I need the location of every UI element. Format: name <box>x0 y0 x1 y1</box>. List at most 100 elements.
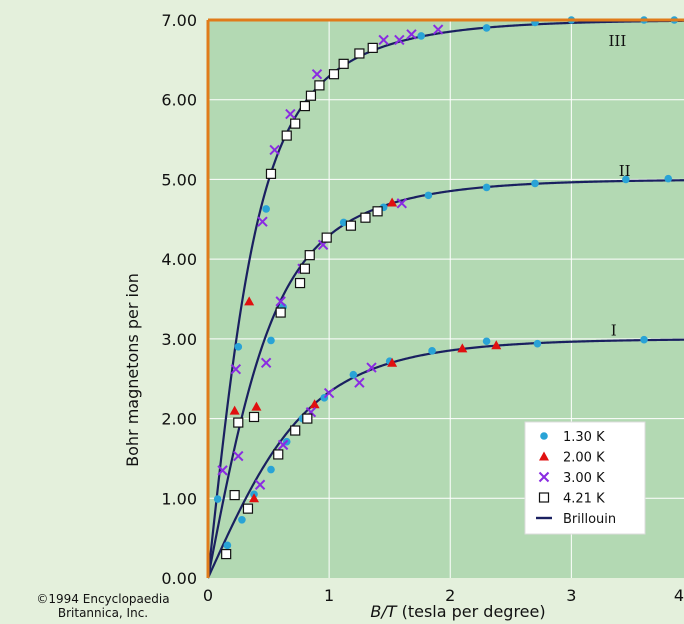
y-tick-1: 1.00 <box>161 489 197 508</box>
point-1-30-k-16 <box>267 336 275 345</box>
point-4-21-k-16 <box>265 168 277 179</box>
copyright: ©1994 Encyclopaedia Britannica, Inc. <box>8 592 198 620</box>
point-3-00-k-14 <box>396 198 407 209</box>
point-4-21-k-9 <box>294 277 306 289</box>
point-3-00-k-16-stroke-b <box>285 108 296 120</box>
point-3-00-k-7-stroke-b <box>323 387 335 399</box>
point-3-00-k-14-stroke-b <box>396 198 407 209</box>
point-4-21-k-19 <box>299 100 310 112</box>
point-3-00-k-2-stroke-b <box>257 216 268 227</box>
point-2-00-k-4 <box>309 399 320 409</box>
point-3-00-k-18-stroke-b <box>378 34 389 46</box>
point-4-21-k-5 <box>273 449 284 460</box>
point-4-21-k-8 <box>275 307 286 318</box>
copyright-line2: Britannica, Inc. <box>57 606 149 620</box>
point-1-30-k-2 <box>262 205 270 213</box>
point-1-30-k-4 <box>238 516 246 524</box>
point-4-21-k-14 <box>360 212 371 223</box>
x-axis-label-italic: B/T <box>370 602 397 621</box>
y-tick-5: 5.00 <box>161 170 197 189</box>
curve-label-III: III <box>608 32 626 50</box>
point-3-00-k-1-stroke-b <box>230 363 242 375</box>
plot-frame <box>206 18 684 578</box>
copyright-line1: ©1994 Encyclopaedia <box>36 592 170 606</box>
point-3-00-k-19-stroke-b <box>394 34 405 46</box>
legend-marker-2-stroke-b <box>538 471 550 483</box>
point-3-00-k-3-stroke-b <box>233 450 244 462</box>
point-3-00-k-9-stroke-b <box>366 362 377 373</box>
point-3-00-k-2 <box>257 216 268 227</box>
point-3-00-k-0-stroke-b <box>217 465 228 476</box>
legend-label-0: 1.30 K <box>563 430 605 445</box>
brillouin-curve-III <box>206 19 684 579</box>
point-2-00-k-0 <box>229 405 240 415</box>
point-3-00-k-7 <box>323 387 335 399</box>
point-4-21-k-11 <box>304 250 315 261</box>
point-1-30-k-10 <box>349 370 358 379</box>
legend-marker-1 <box>539 451 549 461</box>
legend-marker-0 <box>540 432 548 440</box>
point-1-30-k-27 <box>482 24 491 32</box>
point-1-30-k-23 <box>531 179 539 188</box>
legend-label-3: 4.21 K <box>563 492 605 507</box>
point-1-30-k-24 <box>622 175 630 184</box>
legend-label-2: 3.00 K <box>563 471 605 486</box>
x-tick-labels: 0 1 2 3 4 <box>203 586 684 605</box>
brillouin-curve-II <box>206 179 684 579</box>
point-1-30-k-3 <box>223 541 232 550</box>
point-3-00-k-9 <box>366 362 377 373</box>
point-3-00-k-16 <box>285 108 296 120</box>
point-1-30-k-26 <box>417 32 425 40</box>
x-tick-1: 1 <box>324 586 334 605</box>
x-axis-label: B/T (tesla per degree) <box>370 602 545 621</box>
y-tick-4: 4.00 <box>161 250 197 269</box>
point-2-00-k-7 <box>491 340 502 350</box>
point-1-30-k-15 <box>640 335 648 344</box>
point-3-00-k-21-stroke-b <box>432 24 444 35</box>
point-1-30-k-19 <box>339 218 348 227</box>
data-points <box>213 16 679 560</box>
brillouin-curve-I <box>206 338 684 579</box>
y-tick-6: 6.00 <box>161 91 197 110</box>
point-4-21-k-12 <box>321 232 332 243</box>
point-4-21-k-21 <box>314 80 325 91</box>
point-3-00-k-10-stroke-b <box>260 357 272 368</box>
point-4-21-k-2 <box>233 417 244 428</box>
point-1-30-k-12 <box>428 347 436 355</box>
point-1-30-k-13 <box>482 337 491 346</box>
point-4-21-k-0 <box>221 548 232 560</box>
x-tick-4: 4 <box>674 586 684 605</box>
x-tick-2: 2 <box>445 586 455 605</box>
point-3-00-k-8-stroke-b <box>354 377 365 388</box>
point-1-30-k-1 <box>234 343 243 351</box>
point-4-21-k-23 <box>338 58 349 69</box>
legend: 1.30 K 2.00 K 3.00 K 4.21 K Brillouin <box>524 421 646 535</box>
point-3-00-k-20 <box>406 29 417 40</box>
point-4-21-k-10 <box>299 263 310 274</box>
point-2-00-k-6 <box>457 343 468 353</box>
point-4-21-k-13 <box>345 220 357 231</box>
point-4-21-k-3 <box>242 503 254 514</box>
point-3-00-k-5-stroke-b <box>277 439 289 451</box>
point-3-00-k-1 <box>230 363 242 375</box>
y-tick-0: 0.00 <box>161 569 197 588</box>
legend-marker-2 <box>538 471 550 483</box>
point-4-21-k-7 <box>302 413 313 424</box>
point-3-00-k-4 <box>254 479 266 490</box>
point-3-00-k-17-stroke-b <box>311 68 323 80</box>
y-axis-label: Bohr magnetons per ion <box>123 273 142 467</box>
point-3-00-k-19 <box>394 34 405 46</box>
point-3-00-k-10 <box>260 357 272 368</box>
point-3-00-k-3 <box>233 450 244 462</box>
legend-label-1: 2.00 K <box>563 451 605 466</box>
point-1-30-k-14 <box>533 339 542 348</box>
y-tick-labels: 0.00 1.00 2.00 3.00 4.00 5.00 6.00 7.00 <box>161 11 197 588</box>
point-3-00-k-18 <box>378 34 389 46</box>
point-3-00-k-15 <box>269 144 280 156</box>
point-3-00-k-11 <box>275 296 286 307</box>
point-4-21-k-18 <box>290 118 301 129</box>
point-4-21-k-22 <box>328 69 340 80</box>
legend-label-4: Brillouin <box>563 512 616 527</box>
